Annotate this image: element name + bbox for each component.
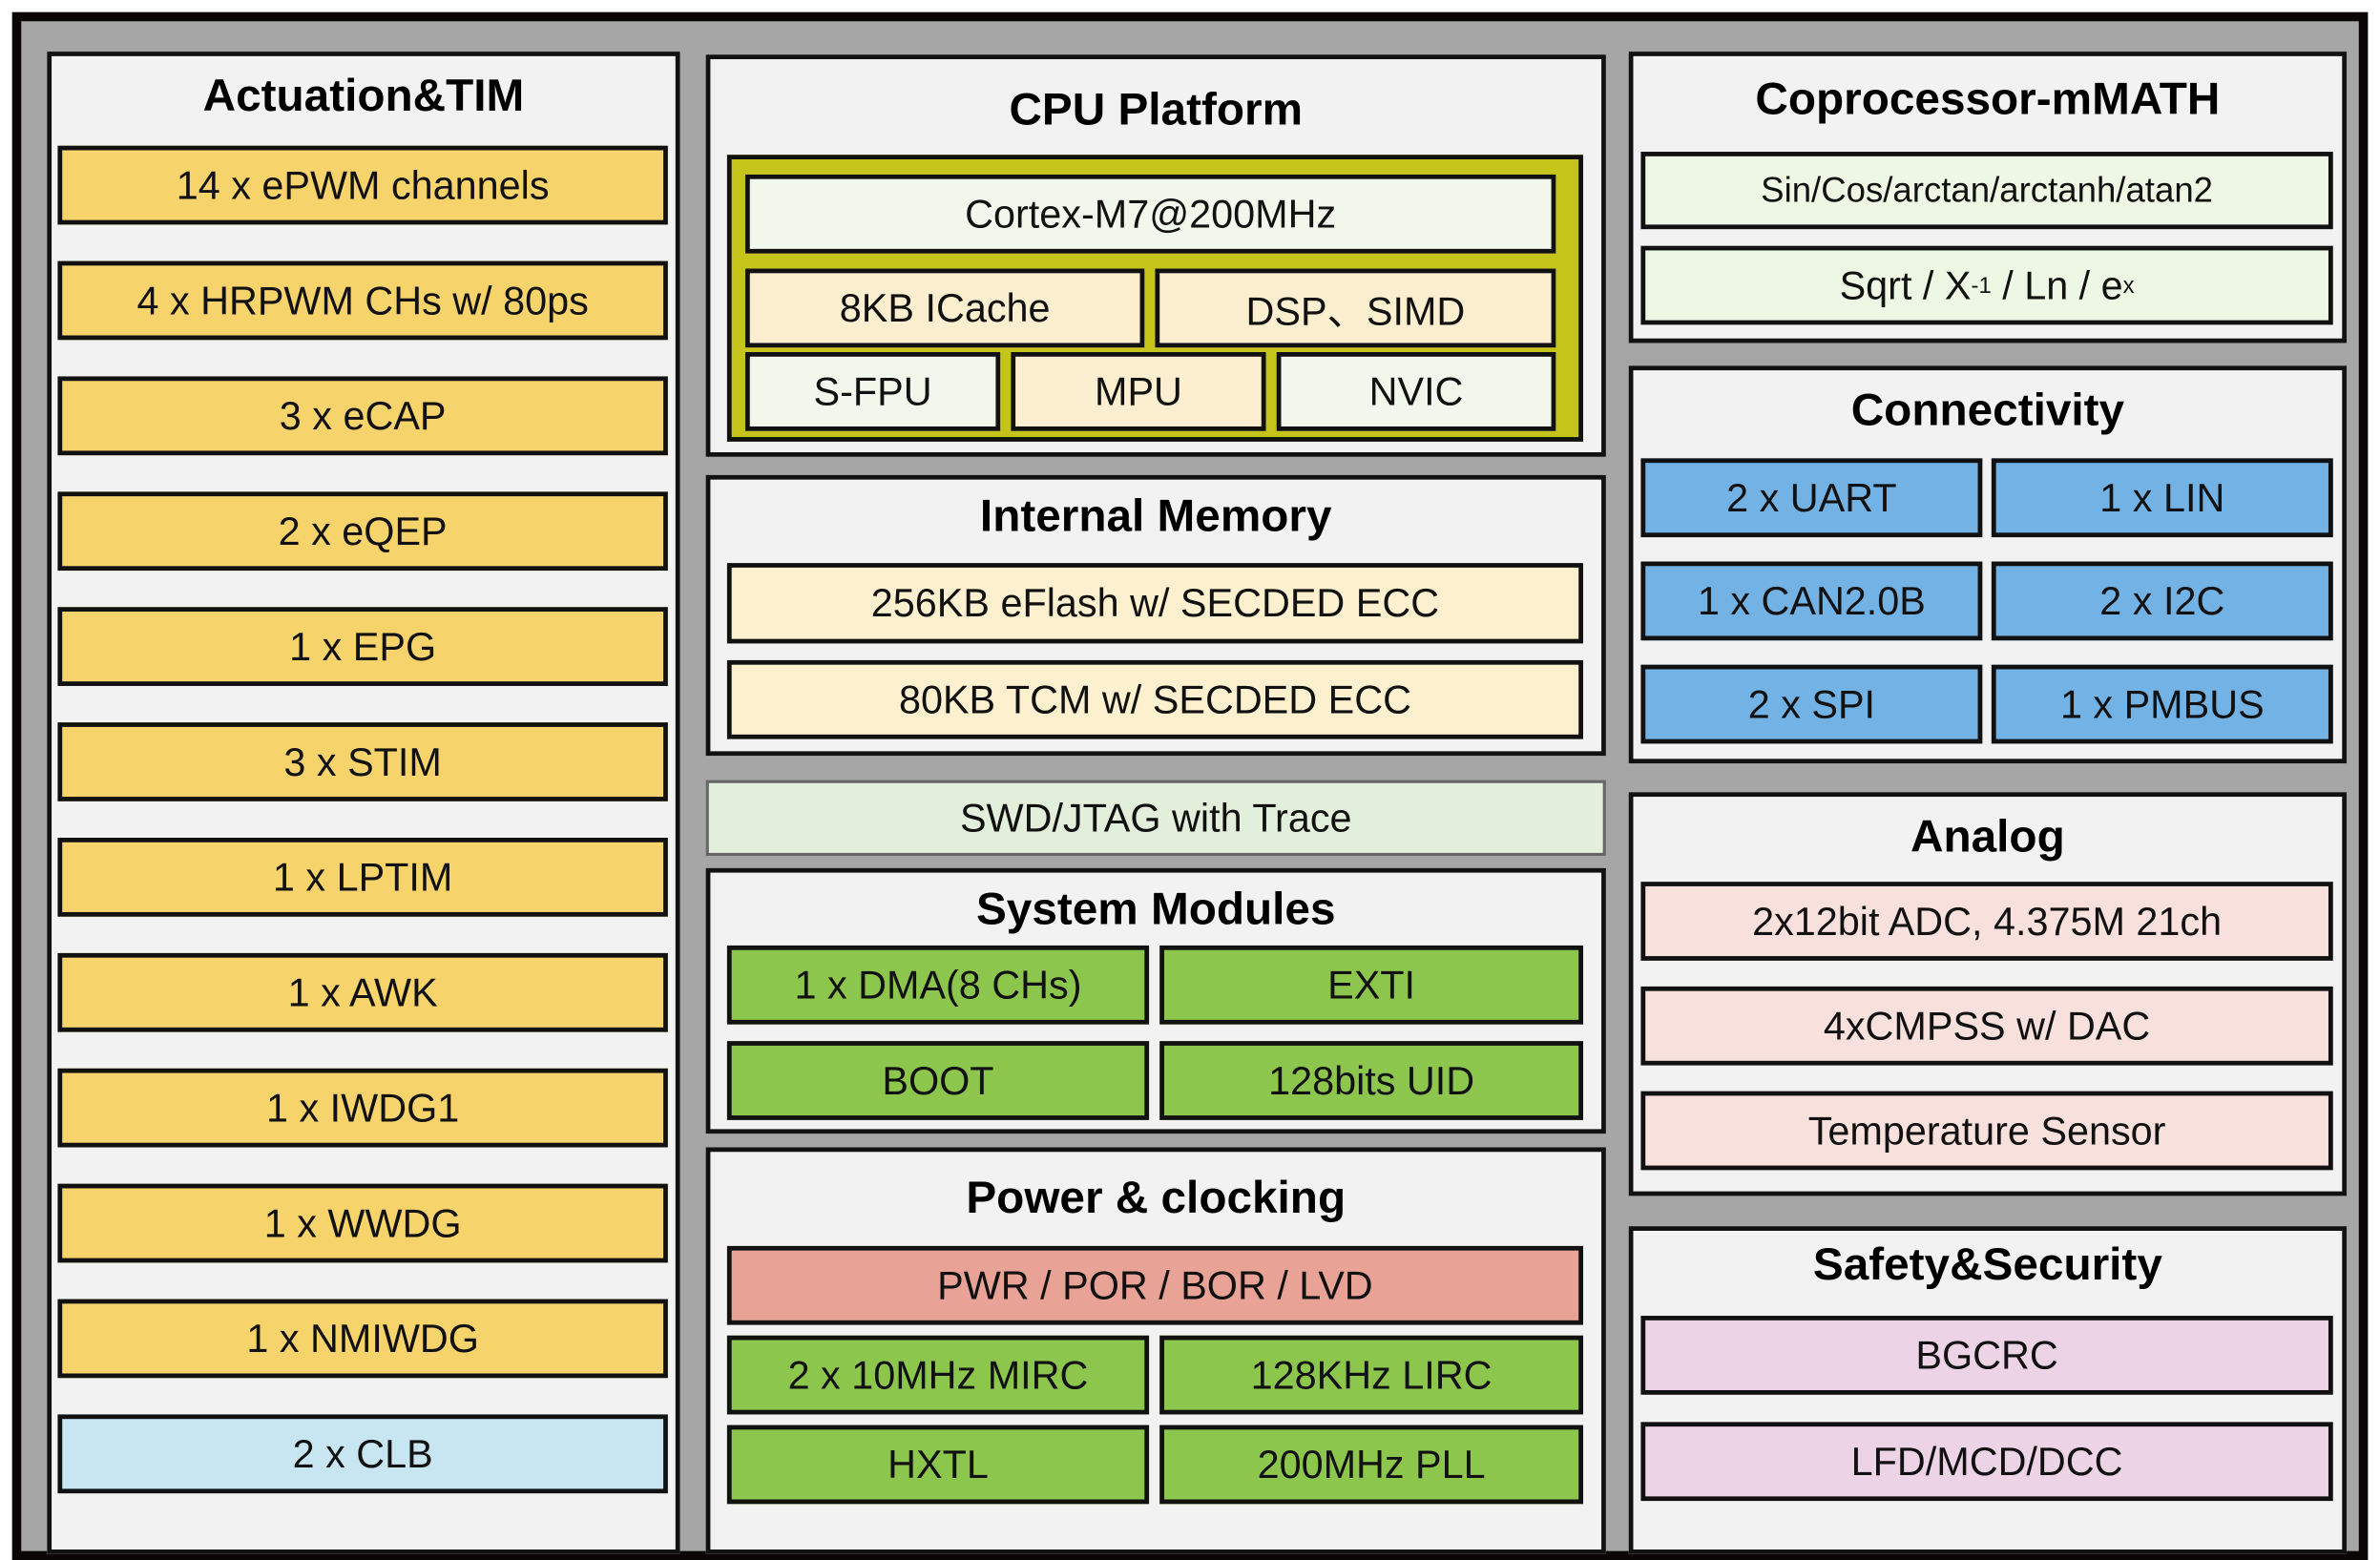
mirc-block: 2 x 10MHz MIRC bbox=[726, 1335, 1150, 1415]
connectivity-item: 2 x I2C bbox=[1991, 561, 2333, 641]
actuation-item: 1 x IWDG1 bbox=[57, 1068, 668, 1148]
panel-title: Power & clocking bbox=[966, 1173, 1347, 1224]
actuation-item: 3 x eCAP bbox=[57, 376, 668, 456]
lirc-block: 128KHz LIRC bbox=[1159, 1335, 1583, 1415]
dsp-simd-block: DSP、SIMD bbox=[1155, 268, 1556, 348]
bgcrc-block: BGCRC bbox=[1640, 1316, 2333, 1395]
adc-block: 2x12bit ADC, 4.375M 21ch bbox=[1640, 882, 2333, 961]
pwr-block: PWR / POR / BOR / LVD bbox=[726, 1245, 1583, 1325]
panel-title: CPU Platform bbox=[1009, 85, 1304, 135]
actuation-item: 1 x EPG bbox=[57, 607, 668, 686]
math-text: Sqrt / X bbox=[1839, 261, 1972, 308]
dma-block: 1 x DMA(8 CHs) bbox=[726, 945, 1150, 1025]
actuation-item: 1 x NMIWDG bbox=[57, 1299, 668, 1379]
connectivity-item: 1 x CAN2.0B bbox=[1640, 561, 1983, 641]
actuation-item: 3 x STIM bbox=[57, 722, 668, 801]
panel-title: Safety&Security bbox=[1812, 1239, 2162, 1291]
actuation-item: 4 x HRPWM CHs w/ 80ps bbox=[57, 260, 668, 341]
lfd-mcd-dcc-block: LFD/MCD/DCC bbox=[1640, 1422, 2333, 1502]
mpu-block: MPU bbox=[1011, 352, 1266, 431]
actuation-item: 1 x AWK bbox=[57, 952, 668, 1032]
connectivity-item: 1 x PMBUS bbox=[1991, 664, 2333, 744]
pll-block: 200MHz PLL bbox=[1159, 1425, 1583, 1505]
connectivity-item: 2 x UART bbox=[1640, 458, 1983, 538]
panel-title: Internal Memory bbox=[979, 491, 1332, 542]
actuation-item: 14 x ePWM channels bbox=[57, 145, 668, 225]
connectivity-item: 2 x SPI bbox=[1640, 664, 1983, 744]
actuation-item: 2 x CLB bbox=[57, 1414, 668, 1494]
panel-title: Actuation&TIM bbox=[202, 71, 525, 122]
trig-block: Sin/Cos/arctan/arctanh/atan2 bbox=[1640, 152, 2333, 230]
uid-block: 128bits UID bbox=[1159, 1041, 1583, 1120]
superscript: -1 bbox=[1971, 272, 1992, 299]
panel-title: Coprocessor-mMATH bbox=[1755, 73, 2221, 125]
connectivity-item: 1 x LIN bbox=[1991, 458, 2333, 538]
math-text: / Ln / e bbox=[1991, 261, 2123, 308]
exti-block: EXTI bbox=[1159, 945, 1583, 1025]
temperature-sensor-block: Temperature Sensor bbox=[1640, 1091, 2333, 1171]
sfpu-block: S-FPU bbox=[744, 352, 1001, 431]
panel-title: Connectivity bbox=[1850, 385, 2125, 436]
cmpss-block: 4xCMPSS w/ DAC bbox=[1640, 986, 2333, 1066]
actuation-item: 2 x eQEP bbox=[57, 491, 668, 572]
nvic-block: NVIC bbox=[1276, 352, 1556, 431]
actuation-item: 1 x WWDG bbox=[57, 1183, 668, 1263]
actuation-item: 1 x LPTIM bbox=[57, 838, 668, 917]
boot-block: BOOT bbox=[726, 1041, 1150, 1120]
tcm-block: 80KB TCM w/ SECDED ECC bbox=[726, 659, 1583, 739]
superscript: x bbox=[2122, 272, 2135, 299]
eflash-block: 256KB eFlash w/ SECDED ECC bbox=[726, 563, 1583, 644]
cortex-m7-block: Cortex-M7@200MHz bbox=[744, 174, 1556, 254]
panel-title: Analog bbox=[1910, 811, 2065, 863]
panel-title: System Modules bbox=[975, 884, 1336, 935]
debug-block: SWD/JTAG with Trace bbox=[705, 780, 1606, 857]
hxtl-block: HXTL bbox=[726, 1425, 1150, 1505]
icache-block: 8KB ICache bbox=[744, 268, 1145, 348]
